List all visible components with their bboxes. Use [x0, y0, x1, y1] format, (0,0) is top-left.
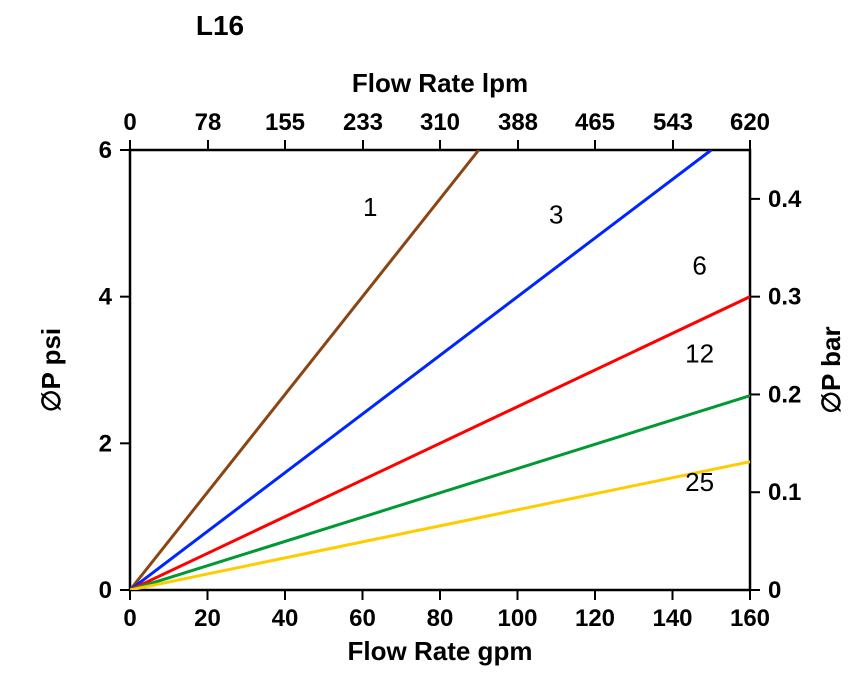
x-top-tick-label: 620: [730, 109, 770, 136]
y-right-tick-label: 0.4: [768, 186, 802, 213]
x-bottom-tick-label: 60: [349, 605, 376, 632]
x-top-tick-label: 0: [123, 109, 136, 136]
y-right-tick-label: 0: [768, 577, 781, 604]
x-top-tick-label: 233: [343, 109, 383, 136]
series-label-6: 6: [692, 251, 706, 281]
x-bottom-tick-label: 0: [123, 605, 136, 632]
series-line-12: [130, 396, 750, 590]
plot-border: [130, 150, 750, 590]
x-top-tick-label: 543: [653, 109, 693, 136]
y-left-title: ∅P psi: [36, 328, 66, 412]
y-right-tick-label: 0.2: [768, 381, 801, 408]
series-label-3: 3: [549, 199, 563, 229]
y-left-tick-label: 6: [99, 137, 112, 164]
series-line-3: [130, 150, 711, 590]
series-label-1: 1: [363, 192, 377, 222]
x-bottom-tick-label: 20: [194, 605, 221, 632]
x-top-tick-label: 78: [195, 109, 222, 136]
series-line-25: [130, 462, 750, 590]
y-left-tick-label: 2: [99, 430, 112, 457]
x-bottom-tick-label: 100: [497, 605, 537, 632]
series-line-6: [130, 297, 750, 590]
x-top-tick-label: 310: [420, 109, 460, 136]
y-right-title: ∅P bar: [816, 326, 846, 413]
series-label-25: 25: [685, 467, 714, 497]
x-top-tick-label: 465: [575, 109, 615, 136]
x-bottom-tick-label: 120: [575, 605, 615, 632]
series-label-12: 12: [685, 339, 714, 369]
x-top-tick-label: 388: [498, 109, 538, 136]
chart-title: L16: [196, 10, 244, 41]
pressure-drop-chart: 020406080100120140160Flow Rate gpm078155…: [0, 0, 868, 700]
x-top-title: Flow Rate lpm: [352, 68, 528, 98]
x-bottom-tick-label: 80: [427, 605, 454, 632]
x-bottom-tick-label: 160: [730, 605, 770, 632]
series-line-1: [130, 150, 479, 590]
y-left-tick-label: 0: [99, 577, 112, 604]
x-top-tick-label: 155: [265, 109, 305, 136]
y-left-tick-label: 4: [99, 284, 113, 311]
x-bottom-tick-label: 40: [272, 605, 299, 632]
x-bottom-title: Flow Rate gpm: [348, 636, 533, 666]
y-right-tick-label: 0.1: [768, 479, 801, 506]
x-bottom-tick-label: 140: [652, 605, 692, 632]
y-right-tick-label: 0.3: [768, 284, 801, 311]
chart-svg: 020406080100120140160Flow Rate gpm078155…: [0, 0, 868, 700]
